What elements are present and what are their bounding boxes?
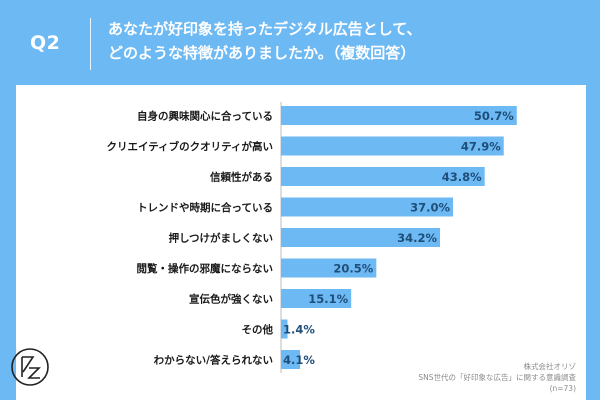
source-sample: (n=73)	[549, 384, 576, 393]
bar	[281, 197, 454, 217]
category-label: 信頼性がある	[210, 171, 273, 184]
bar	[281, 258, 377, 278]
header: Q2 あなたが好印象を持ったデジタル広告として、 どのような特徴がありましたか。…	[0, 0, 600, 84]
question-text: あなたが好印象を持ったデジタル広告として、 どのような特徴がありましたか。（複数…	[108, 17, 578, 65]
category-label: 閲覧・操作の邪魔にならない	[137, 262, 274, 275]
bar-chart: 自身の興味関心に合っている 50.7% クリエイティブのクオリティが高い 47.9% 信…	[106, 102, 517, 373]
category-label: 押しつけがましくない	[169, 232, 273, 245]
category-label: 宣伝色が強くない	[189, 293, 273, 306]
bar	[281, 350, 301, 369]
source-company: 株式会社オリゾ	[523, 362, 577, 371]
category-label: 自身の興味関心に合っている	[137, 110, 273, 123]
header-divider	[90, 18, 91, 70]
category-label: その他	[242, 323, 274, 336]
bar	[281, 319, 288, 339]
value-label: 50.7%	[474, 109, 514, 123]
question-line-2: どのような特徴がありましたか。（複数回答）	[108, 44, 416, 62]
category-label: クリエイティブのクオリティが高い	[106, 140, 273, 153]
value-label: 4.1%	[283, 353, 315, 367]
bar	[281, 228, 441, 247]
value-label: 1.4%	[283, 323, 315, 337]
value-label: 34.2%	[397, 231, 437, 245]
value-label: 43.8%	[442, 170, 482, 184]
question-line-1: あなたが好印象を持ったデジタル広告として、	[108, 20, 422, 38]
value-label: 47.9%	[461, 140, 501, 154]
value-label: 37.0%	[410, 201, 450, 215]
logo-icon	[11, 348, 49, 386]
source-note: 株式会社オリゾ SNS世代の「好印象な広告」に関する意識調査 (n=73)	[418, 361, 576, 394]
bar	[281, 106, 517, 125]
question-number: Q2	[30, 32, 61, 54]
value-label: 15.1%	[308, 292, 348, 306]
source-survey: SNS世代の「好印象な広告」に関する意識調査	[418, 373, 576, 382]
category-label: トレンドや時期に合っている	[137, 201, 273, 214]
chart-panel: 自身の興味関心に合っている 50.7% クリエイティブのクオリティが高い 47.9% 信…	[16, 85, 586, 400]
bar	[281, 136, 504, 156]
bar	[281, 289, 352, 308]
bar	[281, 167, 485, 186]
brand-logo	[9, 346, 51, 388]
value-label: 20.5%	[333, 262, 373, 276]
category-label: わからない/答えられない	[154, 354, 273, 367]
